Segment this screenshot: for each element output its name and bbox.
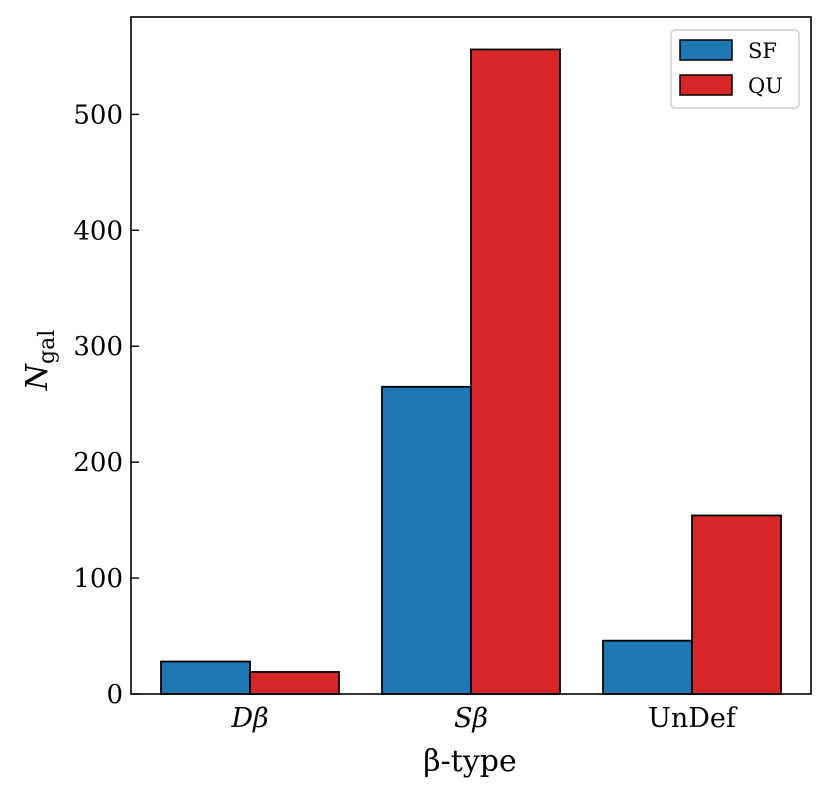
- bar-qu-2: [691, 514, 782, 695]
- legend-label-sf: SF: [748, 39, 777, 63]
- legend-swatch-qu: [679, 74, 733, 96]
- legend-swatch-sf: [679, 39, 733, 61]
- legend: SF QU: [670, 29, 800, 109]
- x-axis-label-text: β-type: [423, 744, 516, 779]
- x-tick-label: Dβ: [230, 703, 268, 734]
- bar-qu-0: [249, 671, 340, 695]
- y-tick-label: 300: [73, 332, 123, 362]
- plot-frame: [130, 16, 812, 695]
- y-tick-label: 500: [73, 100, 123, 130]
- bars-group: [160, 48, 782, 695]
- bar-sf-0: [160, 660, 251, 695]
- y-tick-label: 200: [73, 448, 123, 478]
- x-tick-label: UnDef: [648, 703, 738, 734]
- y-tick-label: 0: [106, 680, 123, 710]
- y-axis-label-main: N: [20, 362, 55, 391]
- y-tick-label: 400: [73, 216, 123, 246]
- y-axis-label: Ngal: [20, 330, 60, 392]
- x-ticks-group: Dβ Sβ UnDef: [230, 686, 738, 734]
- bar-sf-1: [381, 385, 472, 695]
- bar-sf-2: [602, 639, 693, 695]
- x-tick-label: Sβ: [454, 703, 488, 734]
- y-tick-label: 100: [73, 564, 123, 594]
- bar-qu-1: [470, 48, 561, 695]
- legend-label-qu: QU: [748, 74, 783, 98]
- x-axis-label: β-type: [423, 744, 516, 779]
- y-ticks-group: 0 100 200 300 400 500: [73, 100, 139, 710]
- y-axis-label-subscript: gal: [35, 330, 60, 364]
